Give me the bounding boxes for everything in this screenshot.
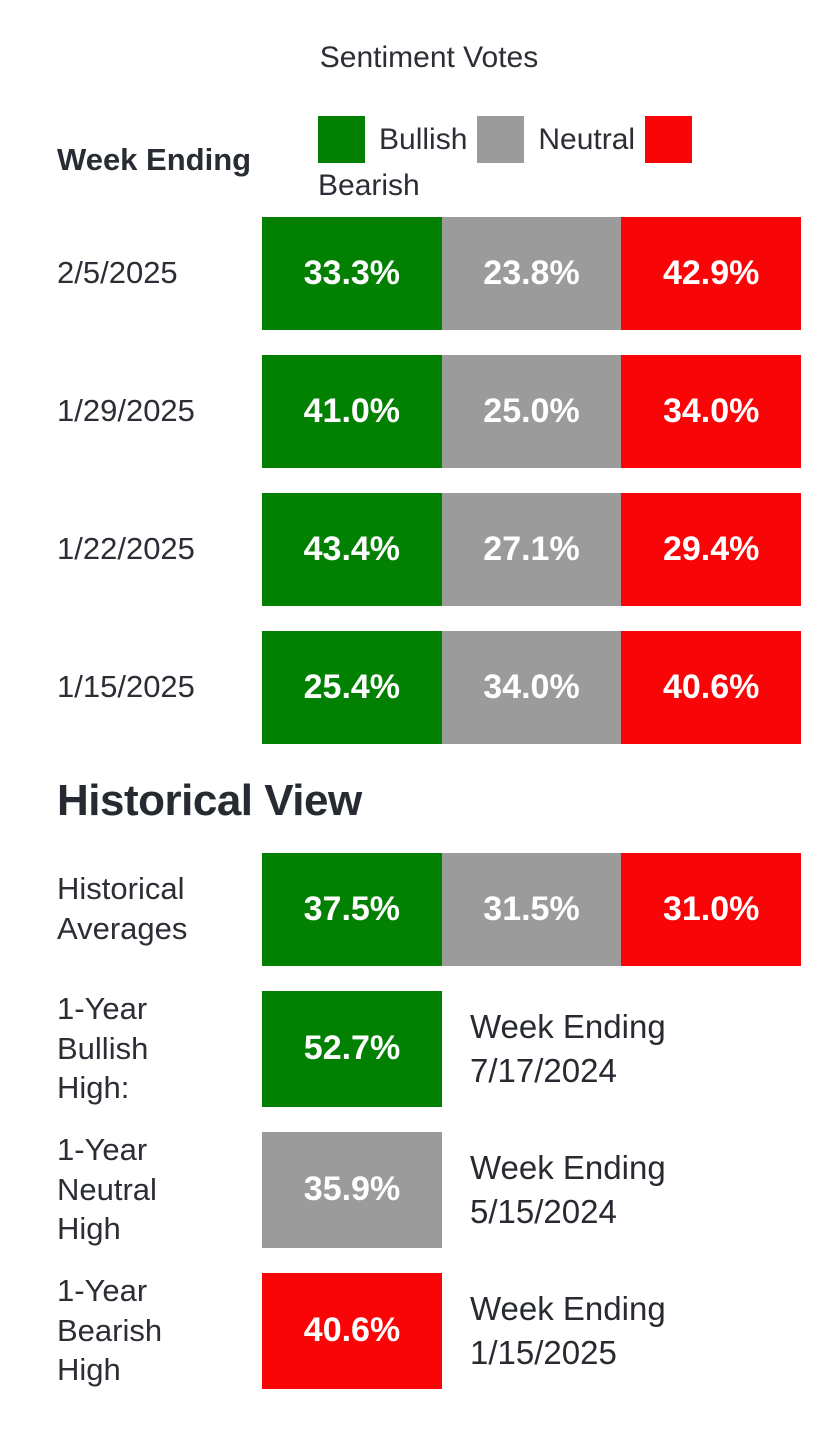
- weekly-sentiment-rows: 2/5/2025 33.3% 23.8% 42.9% 1/29/2025 41.…: [57, 217, 802, 744]
- legend-line-1: Bullish Neutral: [318, 116, 801, 163]
- row-date-label: 2/5/2025: [57, 255, 178, 291]
- neutral-high-week-note: Week Ending 5/15/2024: [470, 1132, 666, 1248]
- bearish-value: 31.0%: [662, 889, 760, 928]
- bar-segment-bullish: 25.4%: [262, 631, 442, 744]
- bearish-high-block: 40.6%: [262, 1272, 442, 1389]
- bullish-swatch-icon: [318, 116, 365, 163]
- row-date-label: 1/29/2025: [57, 393, 195, 429]
- bearish-value: 40.6%: [662, 668, 760, 706]
- legend: Bullish Neutral Bearish: [262, 116, 801, 203]
- bullish-high-value: 52.7%: [303, 1029, 401, 1068]
- one-year-bullish-high-row: 1-Year Bullish High: 52.7% Week Ending 7…: [57, 990, 801, 1107]
- bar-segment-bearish: 31.0%: [621, 852, 802, 966]
- historical-averages-label: Historical Averages: [57, 871, 188, 947]
- neutral-swatch-icon: [477, 116, 525, 163]
- neutral-high-value: 35.9%: [303, 1170, 401, 1209]
- neutral-value: 23.8%: [483, 254, 580, 292]
- bar-segment-bullish: 33.3%: [262, 217, 442, 330]
- sentiment-bar: 41.0% 25.0% 34.0%: [262, 355, 802, 468]
- one-year-neutral-high-row: 1-Year Neutral High 35.9% Week Ending 5/…: [57, 1131, 801, 1248]
- bar-segment-bullish: 37.5%: [262, 852, 442, 966]
- legend-label-neutral: Neutral: [538, 122, 636, 156]
- bullish-value: 33.3%: [303, 254, 401, 292]
- legend-label-bearish: Bearish: [318, 169, 420, 202]
- sentiment-bar: 43.4% 27.1% 29.4%: [262, 493, 802, 606]
- legend-label-bullish: Bullish: [379, 122, 468, 156]
- bar-segment-bullish: 41.0%: [262, 355, 442, 468]
- one-year-bearish-high-label: 1-Year Bearish High: [57, 1273, 163, 1388]
- bar-segment-neutral: 27.1%: [441, 493, 622, 606]
- bar-segment-bearish: 34.0%: [621, 355, 802, 468]
- bar-segment-neutral: 25.0%: [441, 355, 622, 468]
- historical-view-heading: Historical View: [57, 776, 362, 825]
- week-ending-text: Week Ending: [470, 1289, 666, 1327]
- bar-segment-bullish: 43.4%: [262, 493, 442, 606]
- bearish-value: 42.9%: [662, 254, 760, 292]
- week-ending-text: Week Ending: [470, 1007, 666, 1045]
- bar-segment-bearish: 42.9%: [621, 217, 802, 330]
- sentiment-row: 1/22/2025 43.4% 27.1% 29.4%: [57, 493, 802, 606]
- one-year-bearish-high-row: 1-Year Bearish High 40.6% Week Ending 1/…: [57, 1272, 801, 1389]
- bar-segment-neutral: 34.0%: [441, 631, 622, 744]
- bullish-value: 43.4%: [303, 530, 401, 568]
- chart-header: Week Ending Bullish Neutral Bearish: [57, 116, 801, 203]
- sentiment-row: 1/15/2025 25.4% 34.0% 40.6%: [57, 631, 802, 744]
- page-title: Sentiment Votes: [319, 41, 539, 74]
- historical-averages-row: Historical Averages 37.5% 31.5% 31.0%: [57, 852, 802, 966]
- neutral-value: 25.0%: [483, 392, 580, 430]
- row-date-label: 1/22/2025: [57, 531, 195, 567]
- sentiment-bar: 25.4% 34.0% 40.6%: [262, 631, 802, 744]
- bullish-high-block: 52.7%: [262, 990, 442, 1107]
- neutral-value: 31.5%: [483, 889, 580, 928]
- sentiment-row: 2/5/2025 33.3% 23.8% 42.9%: [57, 217, 802, 330]
- bearish-high-value: 40.6%: [303, 1311, 401, 1350]
- week-ending-column-header: Week Ending: [57, 141, 252, 177]
- bar-segment-neutral: 23.8%: [441, 217, 622, 330]
- bar-segment-bearish: 40.6%: [621, 631, 802, 744]
- neutral-value: 34.0%: [483, 668, 580, 706]
- bullish-high-week-note: Week Ending 7/17/2024: [470, 991, 666, 1107]
- bearish-value: 34.0%: [662, 392, 760, 430]
- one-year-bullish-high-label: 1-Year Bullish High:: [57, 991, 149, 1106]
- week-ending-date: 5/15/2024: [470, 1192, 617, 1230]
- week-ending-text: Week Ending: [470, 1148, 666, 1186]
- historical-averages-bar: 37.5% 31.5% 31.0%: [262, 852, 802, 966]
- one-year-neutral-high-label: 1-Year Neutral High: [57, 1132, 157, 1247]
- neutral-value: 27.1%: [483, 530, 580, 568]
- bullish-value: 37.5%: [303, 889, 401, 928]
- bearish-high-week-note: Week Ending 1/15/2025: [470, 1273, 666, 1389]
- bearish-swatch-icon: [645, 116, 693, 163]
- bullish-value: 41.0%: [303, 392, 401, 430]
- legend-line-2: Bearish: [318, 169, 801, 203]
- sentiment-row: 1/29/2025 41.0% 25.0% 34.0%: [57, 355, 802, 468]
- bullish-value: 25.4%: [303, 668, 401, 706]
- bar-segment-neutral: 31.5%: [441, 852, 622, 966]
- week-ending-date: 1/15/2025: [470, 1333, 617, 1371]
- row-date-label: 1/15/2025: [57, 669, 195, 705]
- neutral-high-block: 35.9%: [262, 1131, 442, 1248]
- week-ending-date: 7/17/2024: [470, 1051, 617, 1089]
- bearish-value: 29.4%: [662, 530, 760, 568]
- sentiment-bar: 33.3% 23.8% 42.9%: [262, 217, 802, 330]
- bar-segment-bearish: 29.4%: [621, 493, 802, 606]
